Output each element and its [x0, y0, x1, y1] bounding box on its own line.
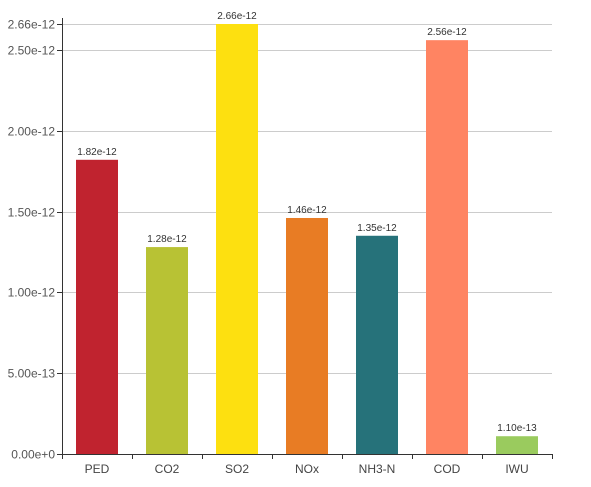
bar-iwu [496, 436, 538, 454]
bar-ped [76, 159, 118, 454]
bar-so2 [216, 24, 258, 454]
y-tick-label: 2.00e-12 [8, 125, 56, 139]
data-label: 1.28e-12 [147, 234, 187, 245]
bar-nox [286, 217, 328, 454]
bar-co2 [146, 247, 188, 454]
y-tick-label: 1.50e-12 [8, 206, 56, 220]
x-category-label: CO2 [155, 462, 180, 476]
x-category-label: COD [434, 462, 461, 476]
bar-nh3-n [356, 235, 398, 454]
y-tick-label: 2.66e-12 [8, 18, 56, 32]
data-label: 1.10e-13 [497, 423, 537, 434]
x-category-label: SO2 [225, 462, 249, 476]
y-tick-label: 2.50e-12 [8, 44, 56, 58]
data-label: 1.46e-12 [287, 205, 327, 216]
y-tick-label: 0.00e+0 [11, 448, 55, 462]
bar-cod [426, 40, 468, 455]
x-category-label: IWU [505, 462, 528, 476]
x-category-label: NOx [295, 462, 319, 476]
x-category-label: PED [85, 462, 110, 476]
data-label: 2.56e-12 [427, 27, 467, 38]
y-tick-label: 1.00e-12 [8, 286, 56, 300]
data-label: 2.66e-12 [217, 11, 257, 22]
data-label: 1.82e-12 [77, 147, 117, 158]
y-tick-label: 5.00e-13 [8, 367, 56, 381]
x-category-label: NH3-N [359, 462, 396, 476]
data-label: 1.35e-12 [357, 223, 397, 234]
